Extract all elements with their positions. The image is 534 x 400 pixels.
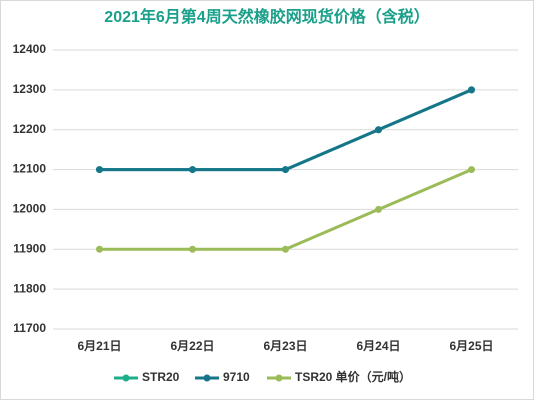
point bbox=[375, 126, 382, 134]
legend-marker bbox=[203, 374, 211, 382]
point bbox=[282, 166, 289, 174]
point bbox=[189, 245, 196, 253]
y-tick-label: 12200 bbox=[13, 122, 47, 136]
legend-label: TSR20 单价（元/吨） bbox=[295, 369, 411, 384]
y-tick-label: 11700 bbox=[13, 321, 46, 335]
y-tick-label: 12400 bbox=[13, 42, 47, 56]
point bbox=[96, 245, 103, 253]
point bbox=[96, 166, 103, 174]
y-tick-label: 11800 bbox=[13, 281, 46, 295]
y-tick-label: 12300 bbox=[13, 82, 47, 96]
x-tick-label: 6月25日 bbox=[449, 339, 493, 353]
legend-marker bbox=[275, 374, 283, 382]
x-tick-label: 6月23日 bbox=[263, 339, 307, 353]
x-tick-label: 6月21日 bbox=[77, 339, 121, 353]
legend-marker bbox=[122, 374, 130, 382]
point bbox=[468, 166, 475, 174]
y-tick-label: 12000 bbox=[13, 202, 47, 216]
point bbox=[282, 245, 289, 253]
y-tick-label: 12100 bbox=[13, 162, 47, 176]
legend-label: STR20 bbox=[142, 370, 180, 384]
x-tick-label: 6月22日 bbox=[170, 339, 214, 353]
legend-label: 9710 bbox=[223, 370, 250, 384]
x-tick-label: 6月24日 bbox=[356, 339, 400, 353]
point bbox=[468, 86, 475, 94]
chart-title: 2021年6月第4周天然橡胶网现货价格（含税） bbox=[104, 7, 429, 26]
point bbox=[189, 166, 196, 174]
point bbox=[375, 205, 382, 213]
y-tick-label: 11900 bbox=[13, 241, 46, 255]
